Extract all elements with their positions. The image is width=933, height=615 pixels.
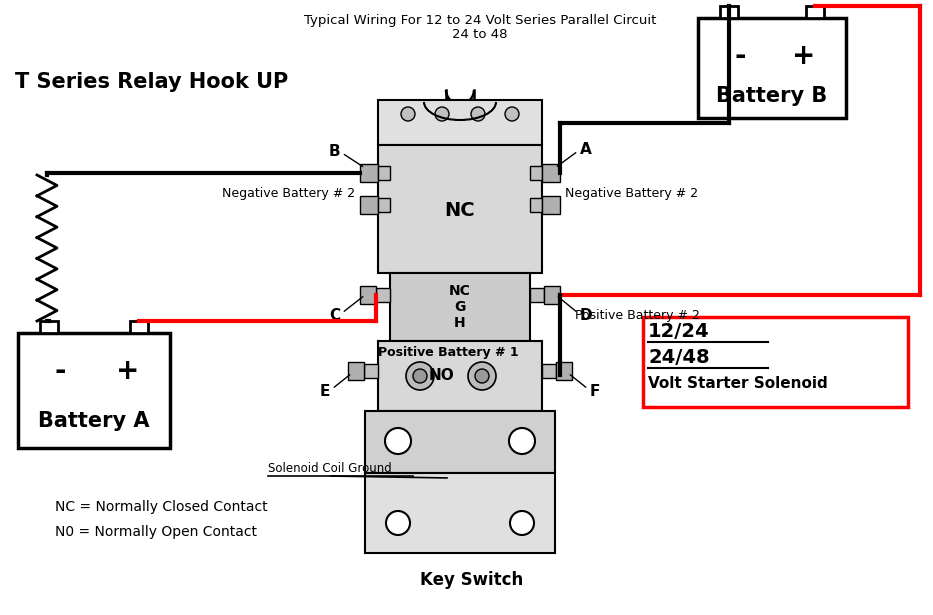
Text: NC: NC (445, 200, 475, 220)
Bar (378, 145, 542, 273)
Circle shape (406, 362, 434, 390)
Text: Battery A: Battery A (38, 411, 150, 431)
Text: F: F (590, 384, 600, 399)
Text: NC = Normally Closed Contact: NC = Normally Closed Contact (55, 500, 268, 514)
Text: Negative Battery # 2: Negative Battery # 2 (222, 187, 355, 200)
Bar (378, 198, 390, 212)
Circle shape (401, 107, 415, 121)
Circle shape (509, 428, 535, 454)
Text: 24 to 48: 24 to 48 (453, 28, 508, 41)
Text: Solenoid Coil Ground: Solenoid Coil Ground (268, 461, 392, 475)
Text: B: B (328, 143, 340, 159)
Text: 12/24: 12/24 (648, 322, 710, 341)
Text: Negative Battery # 2: Negative Battery # 2 (565, 187, 698, 200)
Text: 24/48: 24/48 (648, 348, 710, 367)
Text: T Series Relay Hook UP: T Series Relay Hook UP (15, 72, 288, 92)
Bar (360, 286, 376, 304)
Bar (530, 198, 542, 212)
Text: D: D (580, 308, 592, 322)
Text: E: E (320, 384, 330, 399)
Bar (720, 6, 738, 18)
Bar (390, 273, 530, 341)
Text: G: G (454, 300, 466, 314)
Bar (360, 164, 378, 182)
Circle shape (510, 511, 534, 535)
Bar (360, 196, 378, 214)
Bar (556, 362, 572, 380)
Text: NO: NO (429, 368, 455, 384)
Text: N0 = Normally Open Contact: N0 = Normally Open Contact (55, 525, 257, 539)
Bar (542, 196, 560, 214)
Text: Typical Wiring For 12 to 24 Volt Series Parallel Circuit: Typical Wiring For 12 to 24 Volt Series … (304, 14, 656, 27)
Bar (18, 333, 170, 448)
Text: C: C (328, 308, 340, 322)
Text: +: + (117, 357, 140, 385)
Bar (378, 166, 390, 180)
Bar (365, 473, 555, 553)
Text: Volt Starter Solenoid: Volt Starter Solenoid (648, 376, 828, 391)
Circle shape (435, 107, 449, 121)
Circle shape (386, 511, 410, 535)
Text: Positive Battery # 2: Positive Battery # 2 (575, 309, 700, 322)
Circle shape (385, 428, 411, 454)
Bar (542, 164, 560, 182)
Circle shape (505, 107, 519, 121)
Text: A: A (580, 141, 592, 156)
Text: Positive Battery # 1: Positive Battery # 1 (378, 346, 519, 359)
Bar (530, 288, 544, 302)
Bar (130, 321, 148, 333)
Bar (40, 321, 58, 333)
Bar (806, 6, 824, 18)
Circle shape (471, 107, 485, 121)
Text: -: - (734, 42, 745, 70)
Bar (542, 364, 556, 378)
Text: Key Switch: Key Switch (421, 571, 523, 589)
Bar (643, 317, 908, 407)
Bar (376, 288, 390, 302)
Text: NC: NC (449, 284, 471, 298)
Text: -: - (54, 357, 65, 385)
Bar (348, 362, 364, 380)
Circle shape (468, 362, 496, 390)
Text: Battery B: Battery B (717, 86, 828, 106)
Bar (378, 341, 542, 411)
Circle shape (475, 369, 489, 383)
Bar (364, 364, 378, 378)
Bar (365, 411, 555, 473)
Bar (378, 100, 542, 145)
Bar (544, 286, 560, 304)
Text: H: H (454, 316, 466, 330)
Bar (530, 166, 542, 180)
Bar (698, 18, 846, 118)
Circle shape (413, 369, 427, 383)
Text: +: + (792, 42, 815, 70)
